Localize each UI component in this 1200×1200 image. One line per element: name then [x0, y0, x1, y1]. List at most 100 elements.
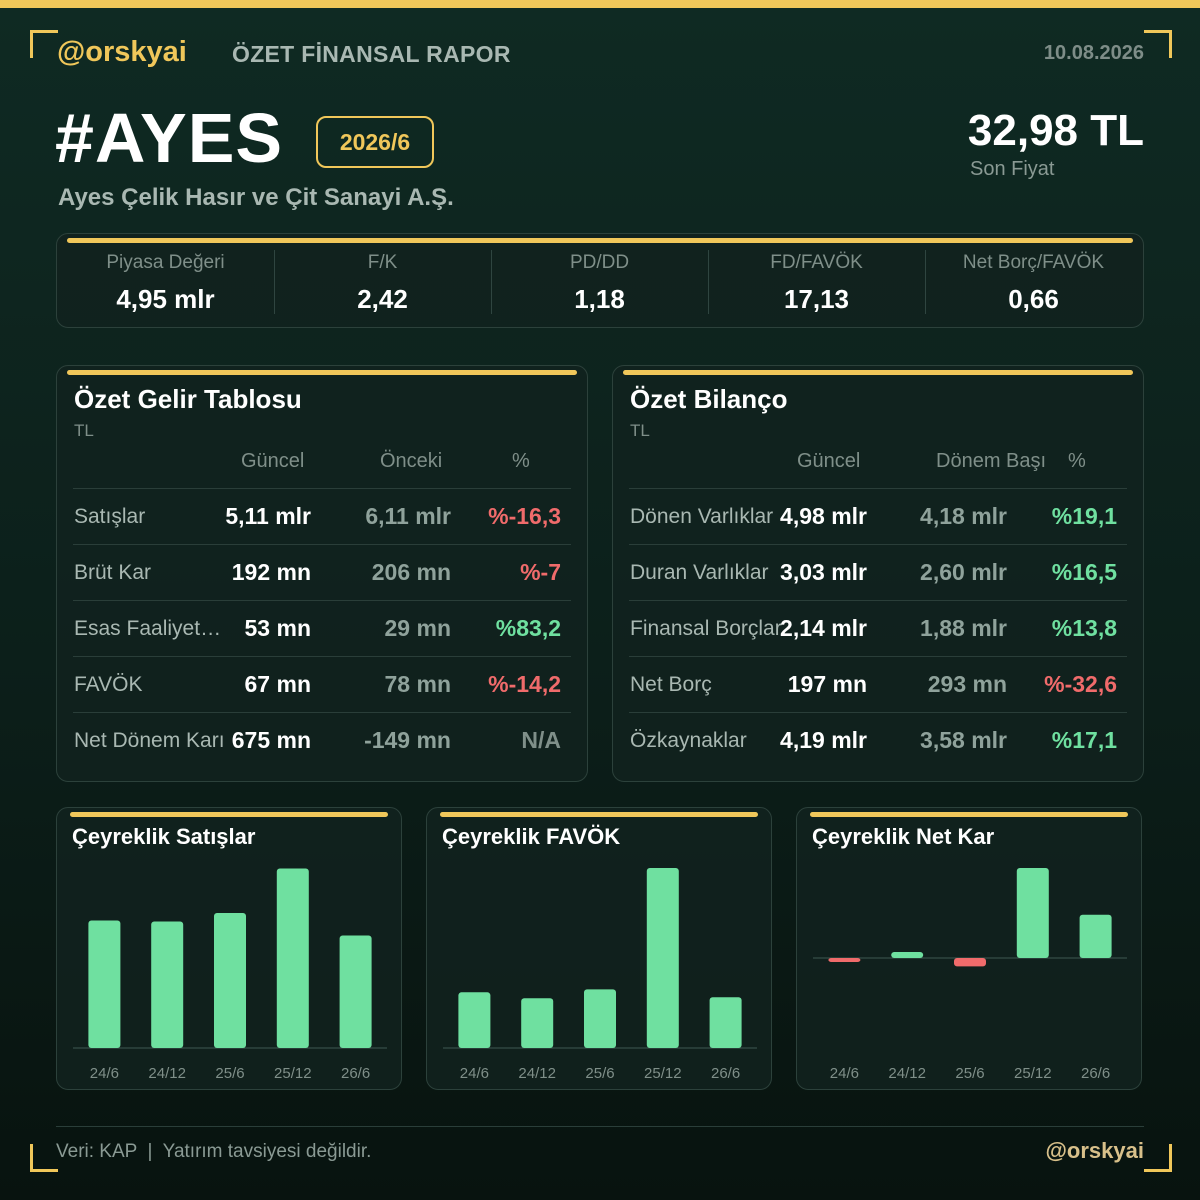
- x-tick-label: 26/6: [341, 1065, 370, 1082]
- row-label: Dönen Varlıklar: [630, 505, 774, 528]
- table-row: Esas Faaliyet Karı 53 mn 29 mn %83,2: [73, 600, 571, 656]
- table-row: Net Borç 197 mn 293 mn %-32,6: [629, 656, 1127, 712]
- current-value: 4,98 mlr: [780, 503, 867, 529]
- bar: [151, 921, 184, 1048]
- quarterly-sales-chart: Çeyreklik Satışlar 24/6 24/12 25/6 25/12 26/…: [56, 807, 402, 1090]
- panel-accent-bar: [810, 812, 1128, 817]
- row-label: Net Dönem Karı: [74, 729, 225, 752]
- change-pct: %13,8: [1051, 615, 1117, 641]
- company-name: Ayes Çelik Hasır ve Çit Sanayi A.Ş.: [58, 184, 454, 211]
- bar: [828, 958, 861, 962]
- table-row: Dönen Varlıklar 4,98 mlr 4,18 mlr %19,1: [629, 488, 1127, 544]
- change-pct: %-32,6: [1044, 671, 1117, 697]
- metric-pb: PD/DD 1,18: [491, 252, 708, 315]
- income-statement-panel: Özet Gelir Tablosu TL Güncel Önceki % Sa…: [56, 365, 588, 782]
- row-label: FAVÖK: [74, 673, 143, 696]
- bar: [709, 997, 742, 1048]
- bar: [521, 998, 554, 1048]
- row-label: Esas Faaliyet Karı: [74, 617, 226, 640]
- balance-title: Özet Bilanço: [630, 384, 788, 414]
- metric-pe: F/K 2,42: [274, 252, 491, 315]
- table-row: Net Dönem Karı 675 mn -149 mn N/A: [73, 712, 571, 768]
- chart-title: Çeyreklik FAVÖK: [442, 824, 621, 849]
- change-pct: %16,5: [1051, 559, 1117, 585]
- x-tick-label: 24/6: [90, 1065, 119, 1082]
- change-pct: N/A: [521, 727, 561, 753]
- current-value: 3,03 mlr: [780, 559, 867, 585]
- metric-netdebt-ebitda: Net Borç/FAVÖK 0,66: [925, 252, 1142, 315]
- change-pct: %-7: [520, 559, 561, 585]
- x-tick-label: 26/6: [1081, 1065, 1110, 1082]
- metric-label: F/K: [367, 252, 398, 273]
- corner-bracket-top-right: [1144, 30, 1172, 58]
- footer-brand-handle[interactable]: @orskyai: [1045, 1138, 1144, 1163]
- previous-value: 4,18 mlr: [920, 503, 1007, 529]
- table-row: Satışlar 5,11 mlr 6,11 mlr %-16,3: [73, 488, 571, 544]
- table-row: Özkaynaklar 4,19 mlr 3,58 mlr %17,1: [629, 712, 1127, 768]
- col-header-period-start: Dönem Başı: [936, 450, 1047, 472]
- previous-value: 1,88 mlr: [920, 615, 1007, 641]
- brand-handle[interactable]: @orskyai: [57, 36, 187, 68]
- metric-divider: [491, 250, 492, 314]
- change-pct: %17,1: [1051, 727, 1117, 753]
- corner-bracket-bottom-left: [30, 1144, 58, 1172]
- bar: [88, 920, 121, 1048]
- current-value: 197 mn: [787, 671, 867, 697]
- x-tick-label: 24/6: [460, 1065, 489, 1082]
- report-title: ÖZET FİNANSAL RAPOR: [232, 41, 511, 67]
- x-tick-label: 25/12: [644, 1065, 682, 1082]
- footer-divider: [56, 1126, 1144, 1127]
- change-pct: %19,1: [1051, 503, 1117, 529]
- footer-disclaimer: Veri: KAP | Yatırım tavsiyesi değildir.: [56, 1141, 372, 1162]
- metric-value: 0,66: [1008, 284, 1059, 314]
- bar: [1016, 868, 1049, 958]
- previous-value: 78 mn: [384, 671, 451, 697]
- income-title: Özet Gelir Tablosu: [74, 384, 302, 414]
- table-row: Brüt Kar 192 mn 206 mn %-7: [73, 544, 571, 600]
- bar: [276, 868, 309, 1048]
- row-label: Satışlar: [74, 505, 146, 528]
- row-label: Net Borç: [630, 673, 712, 696]
- metric-label: Piyasa Değeri: [106, 252, 225, 273]
- metric-value: 17,13: [783, 284, 850, 314]
- previous-value: -149 mn: [364, 727, 451, 753]
- metric-ev-ebitda: FD/FAVÖK 17,13: [708, 252, 925, 315]
- panel-accent-bar: [440, 812, 758, 817]
- x-tick-label: 25/6: [215, 1065, 244, 1082]
- quarterly-net-profit-chart: Çeyreklik Net Kar 24/6 24/12 25/6 25/12 26/6: [796, 807, 1142, 1090]
- current-value: 53 mn: [244, 615, 311, 641]
- col-header-current: Güncel: [797, 450, 861, 472]
- last-price-label: Son Fiyat: [970, 158, 1055, 180]
- row-label: Finansal Borçlar: [630, 617, 782, 640]
- current-value: 192 mn: [231, 559, 311, 585]
- row-label: Duran Varlıklar: [630, 561, 769, 584]
- chart-title: Çeyreklik Satışlar: [72, 824, 256, 849]
- corner-bracket-top-left: [30, 30, 58, 58]
- table-row: Duran Varlıklar 3,03 mlr 2,60 mlr %16,5: [629, 544, 1127, 600]
- bar: [584, 989, 616, 1048]
- report-date: 10.08.2026: [1043, 42, 1144, 64]
- table-row: FAVÖK 67 mn 78 mn %-14,2: [73, 656, 571, 712]
- quarterly-sales-plot: 24/6 24/12 25/6 25/12 26/6: [73, 868, 387, 1082]
- x-tick-label: 25/12: [1014, 1065, 1052, 1082]
- panel-accent-bar: [67, 238, 1133, 243]
- period-badge: 2026/6: [316, 116, 434, 168]
- x-tick-label: 24/6: [830, 1065, 859, 1082]
- previous-value: 29 mn: [384, 615, 451, 641]
- row-label: Brüt Kar: [74, 561, 152, 584]
- metric-value: 1,18: [574, 284, 625, 314]
- col-header-current: Güncel: [241, 450, 305, 472]
- metric-value: 4,95 mlr: [116, 284, 215, 314]
- change-pct: %83,2: [495, 615, 561, 641]
- metric-label: PD/DD: [569, 252, 630, 273]
- x-tick-label: 24/12: [888, 1065, 926, 1082]
- metric-label: Net Borç/FAVÖK: [962, 252, 1105, 273]
- income-unit: TL: [74, 421, 94, 440]
- col-header-pct: %: [512, 450, 530, 472]
- bar: [1079, 914, 1112, 958]
- metric-market-cap: Piyasa Değeri 4,95 mlr: [57, 252, 274, 315]
- current-value: 5,11 mlr: [225, 503, 311, 529]
- panel-accent-bar: [623, 370, 1133, 375]
- row-label: Özkaynaklar: [630, 729, 747, 752]
- x-tick-label: 26/6: [711, 1065, 740, 1082]
